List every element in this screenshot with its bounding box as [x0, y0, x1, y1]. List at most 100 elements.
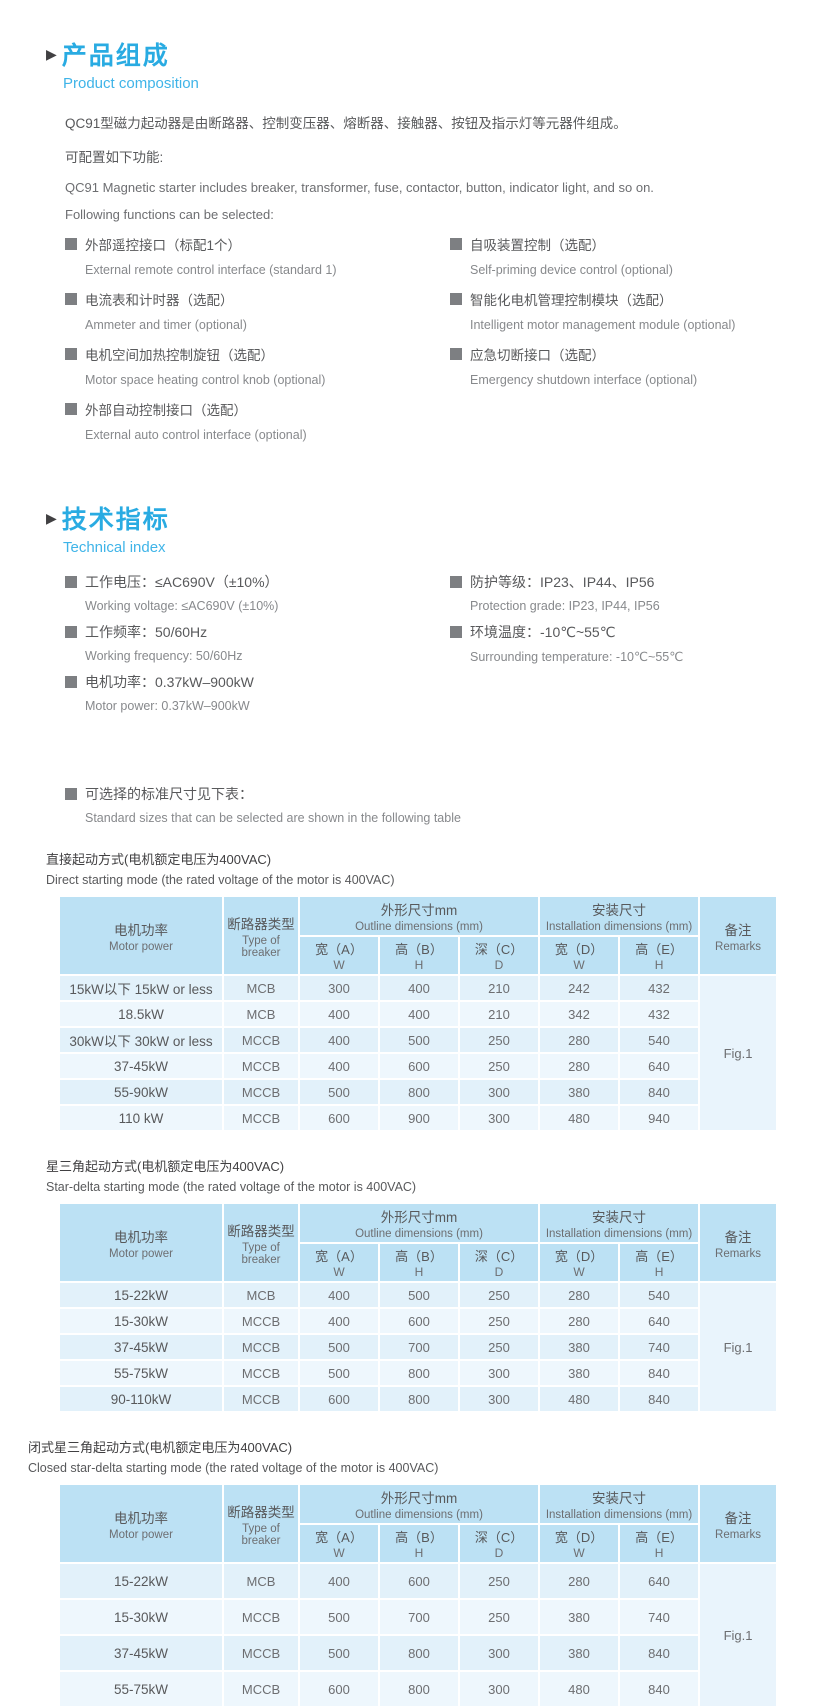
spec-zh: 工作电压：≤AC690V（±10%） — [85, 574, 279, 590]
breaker-type-cell: MCCB — [222, 1670, 300, 1708]
header-installation-dimensions: 安装尺寸 Installation dimensions (mm) — [538, 895, 701, 937]
list-item: 电机功率：0.37kW–900kW Motor power: 0.37kW–90… — [65, 672, 450, 713]
square-bullet-icon — [65, 238, 77, 250]
feature-en: Self-priming device control (optional) — [470, 263, 673, 277]
table-row: 55-75kW MCCB 500 800 300 380 840 — [58, 1359, 777, 1387]
dimension-cell: 280 — [538, 1052, 621, 1080]
dimension-cell: 600 — [378, 1307, 460, 1335]
feature-column-right: 自吸装置控制（选配） Self-priming device control (… — [450, 234, 830, 454]
dimension-cell: 740 — [618, 1333, 701, 1361]
note-en: Standard sizes that can be selected are … — [85, 811, 461, 825]
table-caption-star-delta: 星三角起动方式(电机额定电压为400VAC) Star-delta starti… — [46, 1156, 830, 1194]
dimension-cell: 300 — [457, 1078, 541, 1106]
caption-en: Closed star-delta starting mode (the rat… — [28, 1461, 439, 1475]
feature-zh: 应急切断接口（选配） — [470, 348, 605, 363]
dimension-cell: 250 — [457, 1052, 541, 1080]
dimension-cell: 432 — [618, 1000, 701, 1028]
breaker-type-cell: MCB — [222, 1281, 300, 1309]
dimension-cell: 250 — [457, 1026, 541, 1054]
dimension-cell: 400 — [378, 974, 460, 1002]
dimension-cell: 600 — [298, 1104, 380, 1132]
intro-text-zh: QC91型磁力起动器是由断路器、控制变压器、熔断器、接触器、按钮及指示灯等元器件… — [65, 116, 627, 131]
dimension-cell: 500 — [298, 1333, 380, 1361]
intro-paragraphs: QC91型磁力起动器是由断路器、控制变压器、熔断器、接触器、按钮及指示灯等元器件… — [65, 112, 830, 222]
caption-zh: 闭式星三角起动方式(电机额定电压为400VAC) — [28, 1440, 293, 1455]
table-row: 37-45kW MCCB 400 600 250 280 640 — [58, 1052, 777, 1080]
list-item: 智能化电机管理控制模块（选配） Intelligent motor manage… — [450, 289, 830, 332]
dimension-cell: 250 — [457, 1307, 541, 1335]
section-title-zh: 技术指标 — [61, 506, 170, 534]
motor-power-cell: 37-45kW — [58, 1634, 224, 1672]
standard-sizes-note: 可选择的标准尺寸见下表： Standard sizes that can be … — [65, 784, 830, 825]
dimension-cell: 500 — [298, 1078, 380, 1106]
breaker-type-cell: MCCB — [222, 1385, 300, 1413]
dimension-cell: 380 — [538, 1359, 621, 1387]
dimension-cell: 840 — [618, 1385, 701, 1413]
dimension-cell: 380 — [538, 1598, 621, 1636]
dimension-cell: 640 — [618, 1307, 701, 1335]
dimension-cell: 800 — [378, 1670, 460, 1708]
dimension-cell: 250 — [457, 1598, 541, 1636]
triangle-bullet-icon: ▶ — [46, 46, 57, 62]
dimension-cell: 400 — [298, 1026, 380, 1054]
breaker-type-cell: MCCB — [222, 1052, 300, 1080]
star-delta-starting-table: 电机功率 Motor power 断路器类型 Type of breaker 外形尺… — [58, 1202, 779, 1413]
list-item: 电机空间加热控制旋钮（选配） Motor space heating contr… — [65, 344, 450, 387]
square-bullet-icon — [65, 293, 77, 305]
dimension-cell: 300 — [457, 1634, 541, 1672]
feature-en: Ammeter and timer (optional) — [85, 318, 247, 332]
spec-zh: 防护等级：IP23、IP44、IP56 — [470, 574, 655, 590]
dimension-cell: 400 — [298, 1281, 380, 1309]
feature-zh: 外部遥控接口（标配1个） — [85, 238, 242, 253]
dimension-cell: 210 — [457, 974, 541, 1002]
table-row: 15-22kW MCB 400 500 250 280 540 Fig.1 — [58, 1281, 779, 1413]
dimension-cell: 242 — [538, 974, 621, 1002]
dimension-cell: 280 — [538, 1307, 621, 1335]
header-depth-c: 深（C） D — [457, 1523, 541, 1564]
tech-column-left: 工作电压：≤AC690V（±10%） Working voltage: ≤AC6… — [65, 572, 450, 722]
section-title-en: Product composition — [63, 75, 199, 92]
list-item: 工作电压：≤AC690V（±10%） Working voltage: ≤AC6… — [65, 572, 450, 613]
tech-column-right: 防护等级：IP23、IP44、IP56 Protection grade: IP… — [450, 572, 830, 722]
header-motor-power: 电机功率 Motor power — [58, 1483, 224, 1564]
spec-en: Working voltage: ≤AC690V (±10%) — [85, 599, 279, 613]
square-bullet-icon — [65, 626, 77, 638]
header-motor-power: 电机功率 Motor power — [58, 1202, 224, 1283]
dimension-cell: 500 — [378, 1281, 460, 1309]
header-motor-power: 电机功率 Motor power — [58, 895, 224, 976]
motor-power-cell: 37-45kW — [58, 1052, 224, 1080]
dimension-cell: 600 — [298, 1670, 380, 1708]
motor-power-cell: 15-30kW — [58, 1598, 224, 1636]
dimension-cell: 300 — [298, 974, 380, 1002]
triangle-bullet-icon: ▶ — [46, 510, 57, 526]
spec-en: Protection grade: IP23, IP44, IP56 — [470, 599, 660, 613]
spec-en: Motor power: 0.37kW–900kW — [85, 699, 250, 713]
dimension-cell: 500 — [298, 1598, 380, 1636]
header-width-d: 宽（D） W — [538, 1523, 621, 1564]
dimension-cell: 300 — [457, 1104, 541, 1132]
table-row: 15kW以下 15kW or less MCB 300 400 210 242 432 Fig… — [58, 974, 779, 1132]
dimension-cell: 400 — [378, 1000, 460, 1028]
header-breaker-type: 断路器类型 Type of breaker — [222, 895, 300, 976]
dimension-cell: 210 — [457, 1000, 541, 1028]
motor-power-cell: 90-110kW — [58, 1385, 224, 1413]
breaker-type-cell: MCB — [222, 1000, 300, 1028]
square-bullet-icon — [65, 676, 77, 688]
dimension-cell: 280 — [538, 1562, 621, 1600]
motor-power-cell: 110 kW — [58, 1104, 224, 1132]
square-bullet-icon — [450, 576, 462, 588]
square-bullet-icon — [450, 293, 462, 305]
header-width-d: 宽（D） W — [538, 935, 621, 976]
feature-list: 外部遥控接口（标配1个） External remote control int… — [65, 234, 830, 454]
header-depth-c: 深（C） D — [457, 935, 541, 976]
dimension-cell: 700 — [378, 1598, 460, 1636]
square-bullet-icon — [65, 576, 77, 588]
caption-en: Star-delta starting mode (the rated volt… — [46, 1180, 417, 1194]
breaker-type-cell: MCCB — [222, 1359, 300, 1387]
dimension-cell: 640 — [618, 1562, 701, 1600]
intro-text-en: QC91 Magnetic starter includes breaker, … — [65, 180, 654, 195]
table-caption-direct: 直接起动方式(电机额定电压为400VAC) Direct starting mo… — [46, 849, 830, 887]
dimension-cell: 380 — [538, 1078, 621, 1106]
feature-en: Intelligent motor management module (opt… — [470, 318, 736, 332]
section-title-en: Technical index — [63, 539, 166, 556]
